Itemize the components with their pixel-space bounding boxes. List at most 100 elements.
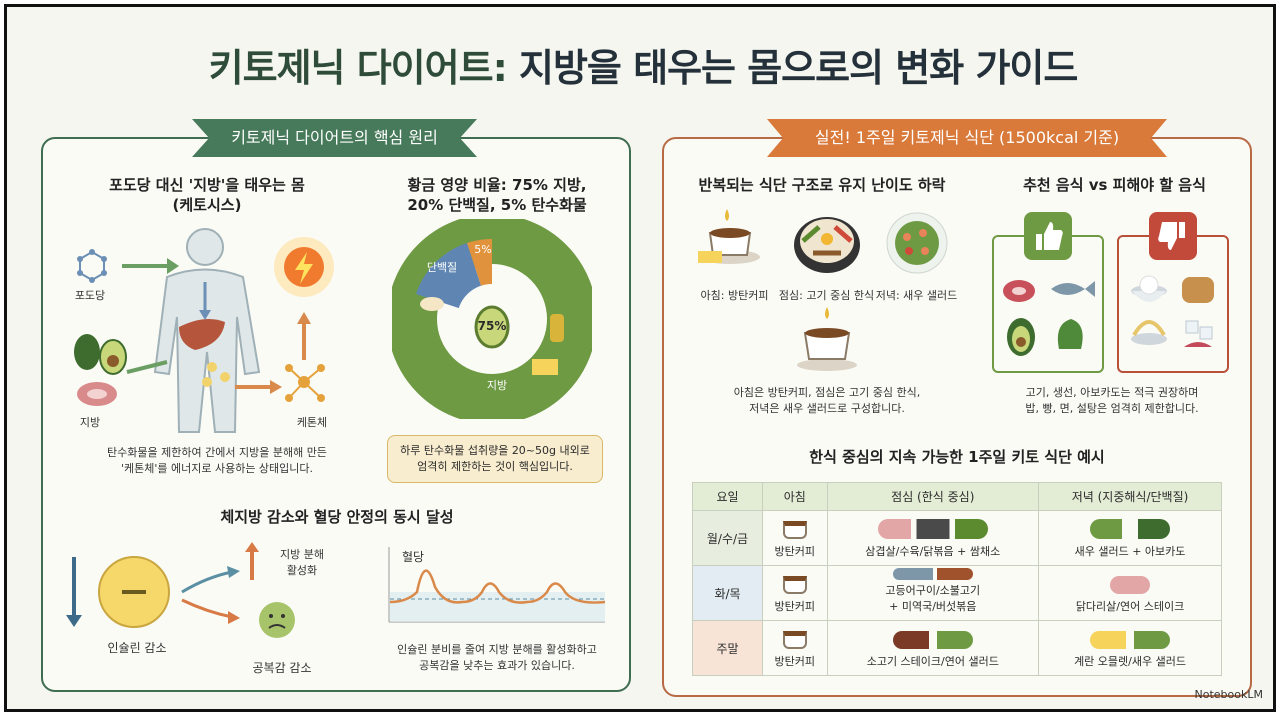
body-silhouette xyxy=(153,228,261,433)
dinner-cell: 닭다리살/연어 스테이크 xyxy=(1038,565,1222,621)
insulin-illustration xyxy=(66,542,295,638)
header-day: 요일 xyxy=(692,482,763,511)
thumbs-up-icon xyxy=(1024,212,1072,260)
effects-caption-line2: 공복감을 낮추는 효과가 있습니다. xyxy=(419,659,575,672)
lunch-cell: 고등어구이/소불고기 + 미역국/버섯볶음 xyxy=(826,565,1040,621)
coffee-mug-icon xyxy=(782,631,807,649)
lunch-text-line2: + 미역국/버섯볶음 xyxy=(889,600,977,613)
page-title: 키토제닉 다이어트: 지방을 태우는 몸으로의 변화 가이드 xyxy=(7,37,1279,92)
ratio-heading: 황금 영양 비율: 75% 지방, 20% 단백질, 5% 탄수화물 xyxy=(377,175,617,215)
hunger-label: 공복감 감소 xyxy=(252,661,312,675)
thumbs-down-icon xyxy=(1149,212,1197,260)
steak-icon xyxy=(1110,576,1151,594)
insulin-label: 인슐린 감소 xyxy=(107,641,167,655)
breakfast-cell: 방탄커피 xyxy=(762,620,828,676)
ketosis-heading-line2: (케토시스) xyxy=(172,196,242,214)
meat-icon xyxy=(77,382,117,406)
fat-percent-label: 75% xyxy=(477,319,507,333)
bread-icon xyxy=(1182,277,1214,303)
title-part1: 키토제닉 다이어트: xyxy=(208,46,508,90)
foods-caption: 고기, 생선, 아보카도는 적극 권장하며 밥, 빵, 면, 설탕은 엄격히 제… xyxy=(992,385,1232,417)
lunch-cell: 삼겹살/수육/닭볶음 + 쌈채소 xyxy=(826,510,1040,566)
graph-label: 혈당 xyxy=(402,550,425,564)
carb-note-line2: 엄격히 제한하는 것이 핵심입니다. xyxy=(417,460,573,473)
down-arrow-icon xyxy=(66,615,82,627)
bibimbap-icon xyxy=(794,217,860,273)
coffee-mug-icon xyxy=(782,576,807,594)
ketosis-heading-line1: 포도당 대신 '지방'을 태우는 몸 xyxy=(109,176,305,194)
carb-limit-note: 하루 탄수화물 섭취량을 20~50g 내외로 엄격히 제한하는 것이 핵심입니… xyxy=(387,435,603,483)
table-row: 주말 방탄커피 소고기 스테이크/연어 샐러드 계란 오믈렛/새우 샐러드 xyxy=(692,620,1222,676)
coffee-mug-icon xyxy=(782,521,807,539)
day-cell: 월/수/금 xyxy=(692,510,763,566)
breakfast-text: 방탄커피 xyxy=(774,545,815,558)
fat-burn-label-line1: 지방 분해 xyxy=(280,548,324,561)
fat-burn-label-line2: 활성화 xyxy=(286,564,318,577)
glucose-label: 포도당 xyxy=(74,289,106,302)
header-dinner: 저녁 (지중해식/단백질) xyxy=(1038,482,1222,511)
butter-icon xyxy=(532,359,558,375)
fat-slice-label: 지방 xyxy=(486,379,508,392)
ketosis-caption: 탄수화물을 제한하여 간에서 지방을 분해해 만든 '케톤체'를 에너지로 사용… xyxy=(67,445,367,477)
omelet-salad-icon xyxy=(1090,631,1171,649)
dinner-cell: 새우 샐러드 + 아보카도 xyxy=(1038,510,1222,566)
fat-burn-label: 지방 분해 활성화 xyxy=(262,547,342,579)
breakfast-text: 방탄커피 xyxy=(774,655,815,668)
hunger-face-icon xyxy=(259,602,295,638)
day-cell: 주말 xyxy=(692,620,763,676)
energy-icon xyxy=(274,237,334,297)
table-heading: 한식 중심의 지속 가능한 1주일 키토 식단 예시 xyxy=(809,448,1105,466)
fish-meat-icon xyxy=(892,568,973,580)
principles-ribbon: 키토제닉 다이어트의 핵심 원리 xyxy=(192,119,477,157)
egg-icon xyxy=(420,297,444,311)
glucose-icon xyxy=(77,249,107,283)
recommended-foods-illustration xyxy=(1003,280,1095,356)
table-header-row: 요일 아침 점심 (한식 중심) 저녁 (지중해식/단백질) xyxy=(692,482,1222,511)
glucose-curve xyxy=(389,569,606,604)
header-lunch: 점심 (한식 중심) xyxy=(826,482,1040,511)
cake-icon xyxy=(1184,342,1212,347)
blood-sugar-graph xyxy=(388,547,606,623)
lunch-text: 소고기 스테이크/연어 샐러드 xyxy=(866,655,999,668)
avocado-icon xyxy=(74,334,127,375)
meal-structure-illustration xyxy=(698,209,948,371)
protein-label: 단백질 xyxy=(426,261,458,274)
dinner-label: 저녁: 새우 샐러드 xyxy=(875,289,958,302)
ratio-heading-line1: 황금 영양 비율: 75% 지방, xyxy=(407,176,587,194)
structure-caption-line1: 아침은 방탄커피, 점심은 고기 중심 한식, xyxy=(733,386,921,399)
effects-caption-line1: 인슐린 분비를 줄여 지방 분해를 활성화하고 xyxy=(397,643,597,656)
meal-plan-ribbon: 실전! 1주일 키토제닉 식단 (1500kcal 기준) xyxy=(767,119,1167,157)
macro-donut-chart xyxy=(392,219,592,419)
table-row: 화/목 방탄커피 고등어구이/소불고기 + 미역국/버섯볶음 닭다리살/연어 스… xyxy=(692,565,1222,621)
liver-icon xyxy=(179,318,225,350)
ketosis-heading: 포도당 대신 '지방'을 태우는 몸 (케토시스) xyxy=(67,175,347,215)
coffee-cup-large-icon xyxy=(797,307,857,371)
coffee-icon xyxy=(698,209,760,264)
ketosis-caption-line2: '케톤체'를 에너지로 사용하는 상태입니다. xyxy=(120,462,314,475)
carb-label: 5% xyxy=(474,243,492,256)
dinner-text: 닭다리살/연어 스테이크 xyxy=(1075,600,1185,613)
table-row: 월/수/금 방탄커피 삼겹살/수육/닭볶음 + 쌈채소 새우 샐러드 + 아보카… xyxy=(692,510,1222,566)
lunch-text-line1: 고등어구이/소불고기 xyxy=(885,584,981,597)
lunch-cell: 소고기 스테이크/연어 샐러드 xyxy=(826,620,1040,676)
fish-icon xyxy=(1051,283,1085,295)
ketone-molecule-icon xyxy=(285,364,325,402)
title-part2: 지방을 태우는 몸으로의 변화 가이드 xyxy=(519,46,1078,90)
ketosis-illustration xyxy=(74,228,334,433)
dinner-text: 새우 샐러드 + 아보카도 xyxy=(1074,545,1186,558)
notebooklm-logo: NotebookLM xyxy=(1194,688,1263,701)
structure-caption-line2: 저녁은 새우 샐러드로 구성합니다. xyxy=(749,402,905,415)
foods-heading: 추천 음식 vs 피해야 할 음식 xyxy=(1023,176,1206,194)
structure-caption: 아침은 방탄커피, 점심은 고기 중심 한식, 저녁은 새우 샐러드로 구성합니… xyxy=(697,385,957,417)
avoid-foods-illustration xyxy=(1131,275,1214,347)
up-arrow-icon xyxy=(245,542,259,552)
steak-salad-icon xyxy=(892,631,973,649)
foods-caption-line2: 밥, 빵, 면, 설탕은 엄격히 제한합니다. xyxy=(1025,402,1199,415)
leafy-greens-icon xyxy=(1057,319,1083,349)
weekly-diet-table: 요일 아침 점심 (한식 중심) 저녁 (지중해식/단백질) 월/수/금 방탄커… xyxy=(692,482,1222,676)
carb-note-line1: 하루 탄수화물 섭취량을 20~50g 내외로 xyxy=(400,444,590,457)
infographic-frame: 키토제닉 다이어트: 지방을 태우는 몸으로의 변화 가이드 키토제닉 다이어트… xyxy=(4,4,1276,712)
lunch-label: 점심: 고기 중심 한식 xyxy=(778,289,875,302)
structure-heading: 반복되는 식단 구조로 유지 난이도 하락 xyxy=(698,176,946,194)
effects-caption: 인슐린 분비를 줄여 지방 분해를 활성화하고 공복감을 낮추는 효과가 있습니… xyxy=(377,642,617,674)
